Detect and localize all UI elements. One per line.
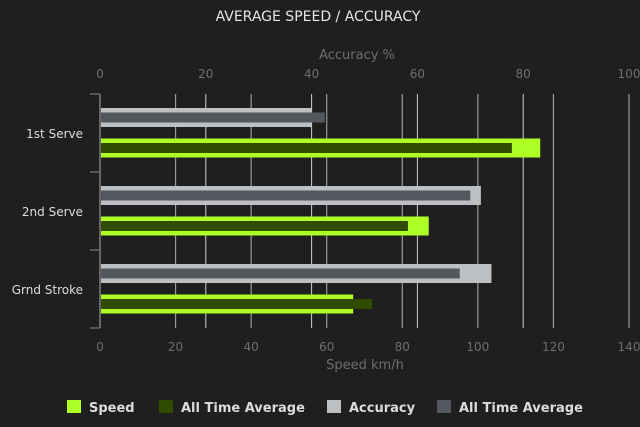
accuracy-tick-label: 80 [516, 67, 531, 81]
accuracy-average-bar [100, 112, 325, 123]
category-label: 2nd Serve [22, 205, 83, 219]
speed-tick-label: 80 [395, 340, 410, 354]
accuracy-tick-label: 0 [96, 67, 104, 81]
accuracy-tick-label: 60 [410, 67, 425, 81]
speed-tick-label: 140 [618, 340, 640, 354]
legend-swatch [327, 400, 341, 413]
speed-tick-label: 0 [96, 340, 104, 354]
accuracy-tick-label: 100 [618, 67, 640, 81]
speed-tick-label: 120 [542, 340, 565, 354]
top-axis-title: Accuracy % [319, 48, 395, 63]
legend-label: All Time Average [459, 401, 583, 416]
speed-average-bar [100, 221, 408, 231]
accuracy-average-bar [100, 190, 471, 201]
speed-tick-label: 60 [319, 340, 334, 354]
speed-average-bar [100, 299, 373, 309]
category-label: 1st Serve [26, 127, 83, 141]
speed-tick-label: 20 [168, 340, 183, 354]
legend-label: Speed [89, 401, 135, 416]
category-label: Grnd Stroke [12, 283, 83, 297]
speed-tick-label: 40 [244, 340, 259, 354]
legend-label: Accuracy [349, 401, 416, 416]
legend-swatch [437, 400, 451, 413]
chart-title: AVERAGE SPEED / ACCURACY [216, 9, 421, 25]
legend-swatch [159, 400, 173, 413]
speed-tick-label: 100 [466, 340, 489, 354]
accuracy-average-bar [100, 268, 460, 279]
legend-label: All Time Average [181, 401, 305, 416]
accuracy-tick-label: 20 [198, 67, 213, 81]
bottom-axis-title: Speed km/h [326, 358, 404, 373]
legend-swatch [67, 400, 81, 413]
speed-average-bar [100, 143, 512, 153]
accuracy-tick-label: 40 [304, 67, 319, 81]
